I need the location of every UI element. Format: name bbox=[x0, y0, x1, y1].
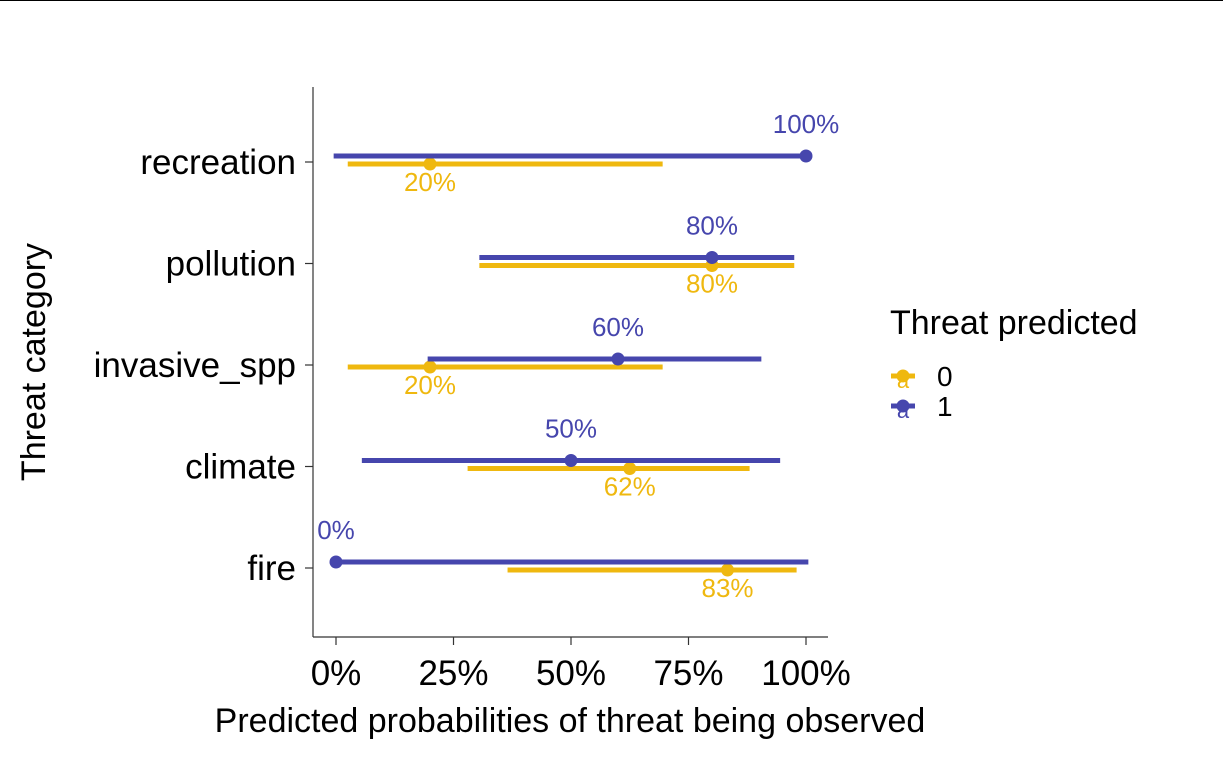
point-recreation-1 bbox=[799, 149, 813, 163]
data-label-fire-0: 83% bbox=[701, 573, 753, 603]
series-1: 100% 80% 60% 50% 0% bbox=[317, 109, 839, 569]
data-label-pollution-0: 80% bbox=[686, 269, 738, 299]
x-tick-label: 50% bbox=[536, 654, 606, 693]
x-tick-label: 100% bbox=[761, 654, 851, 693]
legend-key-glyph: a bbox=[897, 368, 910, 393]
point-climate-0 bbox=[623, 462, 637, 475]
legend-title: Threat predicted bbox=[890, 304, 1138, 342]
data-label-pollution-1: 80% bbox=[686, 211, 738, 241]
data-label-invasive_spp-0: 20% bbox=[404, 370, 456, 400]
legend-label: 0 bbox=[937, 361, 953, 392]
x-tick-label: 25% bbox=[418, 654, 488, 693]
legend-key-point bbox=[896, 369, 910, 383]
series-0: 20% 80% 20% 62% 83% bbox=[347, 157, 797, 603]
data-label-invasive_spp-1: 60% bbox=[592, 312, 644, 342]
data-label-climate-1: 50% bbox=[545, 414, 597, 444]
chart-marks: 20% 80% 20% 62% 83% 100% 80% 60% 50% 0% bbox=[317, 109, 839, 603]
point-recreation-0 bbox=[423, 157, 437, 171]
legend-label: 1 bbox=[937, 391, 953, 422]
legend-key-glyph: a bbox=[897, 398, 910, 423]
y-tick-label: pollution bbox=[166, 245, 296, 284]
x-tick-label: 75% bbox=[653, 654, 723, 693]
point-fire-0 bbox=[721, 563, 735, 577]
y-tick-label: recreation bbox=[140, 143, 296, 182]
y-axis-title: Threat category bbox=[15, 243, 53, 481]
x-axis-title: Predicted probabilities of threat being … bbox=[215, 702, 926, 740]
x-axis-ticks: 0% 25% 50% 75% 100% bbox=[311, 637, 851, 693]
y-tick-label: invasive_spp bbox=[94, 346, 296, 385]
point-invasive_spp-0 bbox=[423, 360, 437, 374]
y-tick-label: climate bbox=[185, 448, 296, 487]
data-label-recreation-1: 100% bbox=[773, 109, 840, 139]
point-invasive_spp-1 bbox=[611, 352, 625, 366]
legend-key-point bbox=[896, 399, 910, 413]
point-climate-1 bbox=[564, 454, 578, 467]
point-fire-1 bbox=[329, 555, 343, 569]
data-label-fire-1: 0% bbox=[317, 515, 355, 545]
data-label-climate-0: 62% bbox=[604, 472, 656, 502]
point-pollution-1 bbox=[705, 251, 719, 264]
data-label-recreation-0: 20% bbox=[404, 167, 456, 197]
x-tick-label: 0% bbox=[311, 654, 362, 693]
y-tick-label: fire bbox=[247, 549, 296, 588]
legend: Threat predicted a 0 a 1 bbox=[890, 304, 1138, 423]
